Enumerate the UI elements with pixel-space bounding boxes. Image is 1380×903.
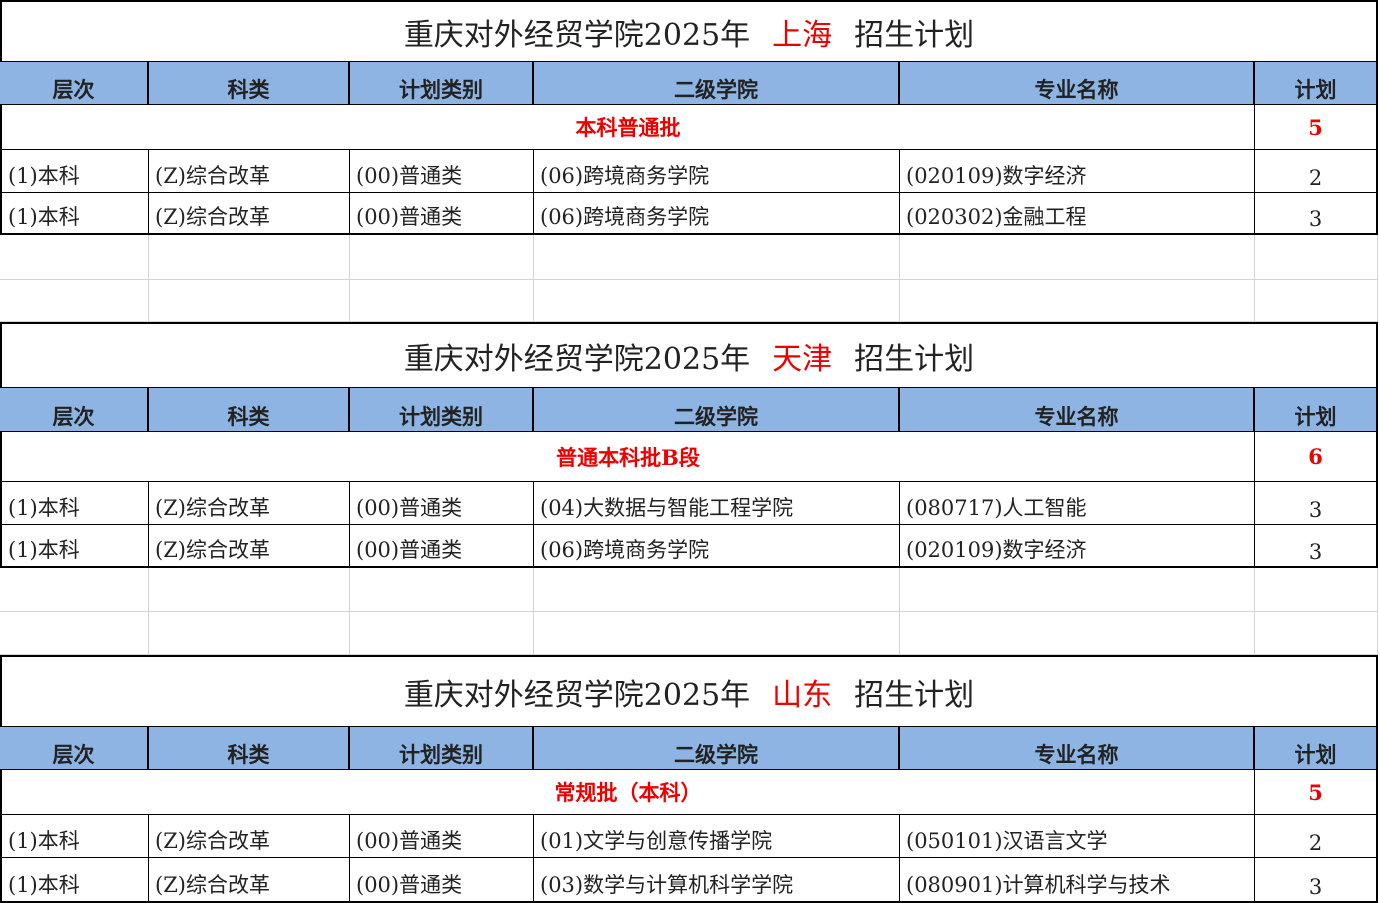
column-header: 专业名称 bbox=[900, 62, 1255, 105]
empty-cell bbox=[534, 568, 900, 612]
cell: (06)跨境商务学院 bbox=[534, 193, 900, 235]
column-header: 计划 bbox=[1255, 62, 1378, 105]
plan-count: 3 bbox=[1255, 525, 1378, 568]
batch-name: 普通本科批B段 bbox=[0, 432, 1255, 482]
empty-cell bbox=[1255, 612, 1378, 655]
empty-cell bbox=[0, 235, 149, 280]
empty-cell bbox=[149, 612, 350, 655]
cell: (1)本科 bbox=[0, 858, 149, 903]
title-region: 山东 bbox=[772, 677, 833, 713]
title-prefix: 重庆对外经贸学院2025年 bbox=[403, 17, 751, 53]
batch-total: 5 bbox=[1255, 770, 1378, 815]
empty-cell bbox=[534, 612, 900, 655]
table-title: 重庆对外经贸学院2025年 天津 招生计划 bbox=[0, 322, 1378, 389]
cell: (Z)综合改革 bbox=[149, 815, 350, 858]
cell: (00)普通类 bbox=[350, 815, 534, 858]
empty-cell bbox=[900, 612, 1255, 655]
column-header: 科类 bbox=[149, 388, 350, 432]
cell: (1)本科 bbox=[0, 193, 149, 235]
cell: (020109)数字经济 bbox=[900, 150, 1255, 193]
batch-name: 本科普通批 bbox=[0, 105, 1255, 150]
plan-count: 3 bbox=[1255, 193, 1378, 235]
empty-cell bbox=[149, 568, 350, 612]
batch-total: 5 bbox=[1255, 105, 1378, 150]
cell: (050101)汉语言文学 bbox=[900, 815, 1255, 858]
cell: (03)数学与计算机科学学院 bbox=[534, 858, 900, 903]
empty-cell bbox=[534, 280, 900, 322]
cell: (00)普通类 bbox=[350, 525, 534, 568]
empty-cell bbox=[900, 568, 1255, 612]
empty-cell bbox=[0, 612, 149, 655]
empty-cell bbox=[350, 568, 534, 612]
title-region: 天津 bbox=[772, 341, 833, 377]
cell: (Z)综合改革 bbox=[149, 150, 350, 193]
cell: (06)跨境商务学院 bbox=[534, 150, 900, 193]
cell: (Z)综合改革 bbox=[149, 482, 350, 525]
column-header: 二级学院 bbox=[534, 62, 900, 105]
column-header: 科类 bbox=[149, 62, 350, 105]
title-prefix: 重庆对外经贸学院2025年 bbox=[403, 677, 751, 713]
column-header: 二级学院 bbox=[534, 727, 900, 770]
batch-name: 常规批（本科） bbox=[0, 770, 1255, 815]
column-header: 二级学院 bbox=[534, 388, 900, 432]
title-suffix: 招生计划 bbox=[854, 17, 975, 53]
cell: (Z)综合改革 bbox=[149, 858, 350, 903]
empty-cell bbox=[900, 280, 1255, 322]
column-header: 计划 bbox=[1255, 388, 1378, 432]
cell: (080717)人工智能 bbox=[900, 482, 1255, 525]
column-header: 层次 bbox=[0, 727, 149, 770]
cell: (1)本科 bbox=[0, 150, 149, 193]
cell: (1)本科 bbox=[0, 815, 149, 858]
column-header: 层次 bbox=[0, 388, 149, 432]
column-header: 计划 bbox=[1255, 727, 1378, 770]
table-title: 重庆对外经贸学院2025年 上海 招生计划 bbox=[0, 0, 1378, 63]
cell: (Z)综合改革 bbox=[149, 193, 350, 235]
plan-count: 3 bbox=[1255, 858, 1378, 903]
cell: (06)跨境商务学院 bbox=[534, 525, 900, 568]
column-header: 专业名称 bbox=[900, 388, 1255, 432]
cell: (020109)数字经济 bbox=[900, 525, 1255, 568]
empty-cell bbox=[1255, 235, 1378, 280]
empty-cell bbox=[1255, 280, 1378, 322]
cell: (1)本科 bbox=[0, 482, 149, 525]
cell: (00)普通类 bbox=[350, 858, 534, 903]
table-title: 重庆对外经贸学院2025年 山东 招生计划 bbox=[0, 655, 1378, 728]
plan-count: 2 bbox=[1255, 815, 1378, 858]
empty-cell bbox=[149, 235, 350, 280]
cell: (00)普通类 bbox=[350, 150, 534, 193]
batch-total: 6 bbox=[1255, 432, 1378, 482]
empty-cell bbox=[900, 235, 1255, 280]
title-suffix: 招生计划 bbox=[854, 677, 975, 713]
plan-count: 2 bbox=[1255, 150, 1378, 193]
empty-cell bbox=[350, 235, 534, 280]
cell: (Z)综合改革 bbox=[149, 525, 350, 568]
column-header: 计划类别 bbox=[350, 62, 534, 105]
column-header: 科类 bbox=[149, 727, 350, 770]
column-header: 专业名称 bbox=[900, 727, 1255, 770]
cell: (080901)计算机科学与技术 bbox=[900, 858, 1255, 903]
title-prefix: 重庆对外经贸学院2025年 bbox=[403, 341, 751, 377]
empty-cell bbox=[0, 280, 149, 322]
cell: (00)普通类 bbox=[350, 193, 534, 235]
empty-cell bbox=[534, 235, 900, 280]
empty-cell bbox=[350, 612, 534, 655]
plan-count: 3 bbox=[1255, 482, 1378, 525]
empty-cell bbox=[149, 280, 350, 322]
column-header: 计划类别 bbox=[350, 388, 534, 432]
column-header: 层次 bbox=[0, 62, 149, 105]
empty-cell bbox=[1255, 568, 1378, 612]
title-suffix: 招生计划 bbox=[854, 341, 975, 377]
cell: (1)本科 bbox=[0, 525, 149, 568]
title-region: 上海 bbox=[772, 17, 833, 53]
cell: (04)大数据与智能工程学院 bbox=[534, 482, 900, 525]
cell: (00)普通类 bbox=[350, 482, 534, 525]
empty-cell bbox=[350, 280, 534, 322]
empty-cell bbox=[0, 568, 149, 612]
column-header: 计划类别 bbox=[350, 727, 534, 770]
cell: (01)文学与创意传播学院 bbox=[534, 815, 900, 858]
cell: (020302)金融工程 bbox=[900, 193, 1255, 235]
